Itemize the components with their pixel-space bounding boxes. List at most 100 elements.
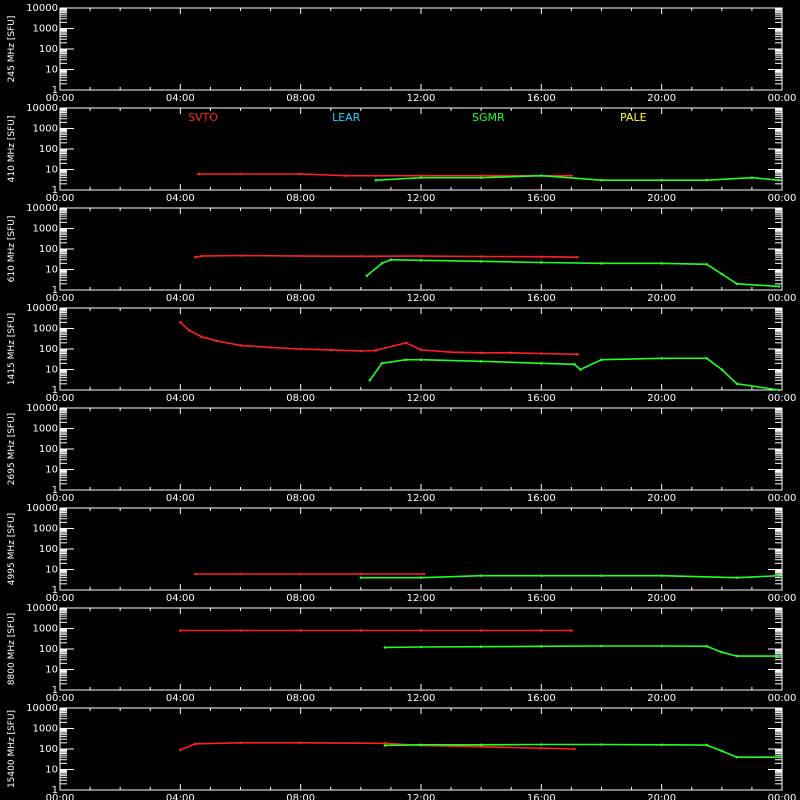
data-point-svto xyxy=(299,629,302,632)
data-point-svto xyxy=(239,741,242,745)
y-tick-label: 10 xyxy=(45,65,58,76)
panel-2: 10000 1000 100 10 1 610 MHz [SFU] 00:00 04:00 08… xyxy=(7,203,796,304)
data-point-svto xyxy=(200,254,203,258)
data-point-sgmr xyxy=(419,576,423,579)
x-tick-label: 12:00 xyxy=(407,793,436,800)
x-tick-label: 12:00 xyxy=(407,693,436,704)
x-tick-label: 04:00 xyxy=(166,493,195,504)
x-tick-label: 16:00 xyxy=(527,93,556,104)
x-tick-label: 00:00 xyxy=(768,793,797,800)
data-point-svto xyxy=(359,255,363,258)
data-point-sgmr xyxy=(540,574,543,577)
data-point-sgmr xyxy=(705,645,709,648)
data-point-sgmr xyxy=(750,176,754,179)
y-tick-label: 1 xyxy=(52,685,58,696)
x-tick-label: 00:00 xyxy=(46,293,75,304)
data-point-svto xyxy=(540,255,543,259)
data-point-sgmr xyxy=(735,282,739,286)
x-tick-label: 20:00 xyxy=(647,93,676,104)
data-point-sgmr xyxy=(380,362,384,365)
data-point-sgmr xyxy=(720,650,724,654)
data-point-sgmr xyxy=(720,272,724,276)
y-tick-label: 10000 xyxy=(26,303,58,314)
panel-4: 10000 1000 100 10 1 2695 MHz [SFU] 00:00 04:00 0… xyxy=(7,403,796,504)
data-point-svto xyxy=(374,174,378,177)
data-point-sgmr xyxy=(419,743,423,747)
panel-frame xyxy=(59,7,783,91)
data-point-svto xyxy=(540,746,543,750)
data-point-svto xyxy=(479,174,483,177)
data-point-sgmr xyxy=(600,644,603,648)
y-axis-label: 1415 MHz [SFU] xyxy=(7,313,17,385)
y-tick-label: 10000 xyxy=(26,203,58,214)
panel-7: 10000 1000 100 10 1 15400 MHz [SFU] 00:00 04:00… xyxy=(7,703,796,800)
y-axis-label: 410 MHz [SFU] xyxy=(7,116,17,183)
data-point-sgmr xyxy=(705,357,709,360)
data-point-sgmr xyxy=(573,362,576,366)
data-point-svto xyxy=(215,339,218,343)
y-tick-label: 100 xyxy=(39,244,58,255)
data-point-sgmr xyxy=(479,743,483,747)
x-tick-label: 00:00 xyxy=(768,193,797,204)
y-tick-label: 10000 xyxy=(26,503,58,514)
y-tick-label: 1000 xyxy=(33,24,58,35)
y-tick-label: 100 xyxy=(39,644,58,655)
x-tick-label: 00:00 xyxy=(46,593,75,604)
x-tick-label: 00:00 xyxy=(46,493,75,504)
series-line-sgmr xyxy=(366,258,780,288)
data-point-svto xyxy=(419,629,423,632)
x-tick-label: 20:00 xyxy=(647,493,676,504)
x-tick-label: 20:00 xyxy=(647,193,676,204)
data-point-sgmr xyxy=(705,743,709,747)
x-tick-label: 00:00 xyxy=(768,493,797,504)
y-tick-label: 10 xyxy=(45,765,58,776)
x-tick-label: 08:00 xyxy=(286,793,315,800)
x-tick-label: 04:00 xyxy=(166,793,195,800)
x-tick-label: 08:00 xyxy=(286,93,315,104)
x-tick-label: 12:00 xyxy=(407,593,436,604)
y-tick-label: 1 xyxy=(52,285,58,296)
y-tick-label: 100 xyxy=(39,144,58,155)
y-axis-label: 4995 MHz [SFU] xyxy=(7,513,17,585)
data-point-sgmr xyxy=(389,258,393,262)
data-point-sgmr xyxy=(383,744,387,747)
x-tick-label: 04:00 xyxy=(166,193,195,204)
x-tick-label: 12:00 xyxy=(407,393,436,404)
panel-6: 10000 1000 100 10 1 8800 MHz [SFU] 00:00 04:00 0… xyxy=(7,603,796,704)
data-point-svto xyxy=(573,747,576,751)
x-tick-label: 08:00 xyxy=(286,393,315,404)
data-point-svto xyxy=(540,629,543,632)
data-point-svto xyxy=(197,172,200,176)
data-point-sgmr xyxy=(479,360,483,363)
data-point-sgmr xyxy=(600,743,603,746)
data-point-sgmr xyxy=(540,174,543,177)
y-tick-label: 1000 xyxy=(33,424,58,435)
y-tick-label: 1000 xyxy=(33,524,58,535)
y-tick-label: 10 xyxy=(45,365,58,376)
data-point-svto xyxy=(194,255,197,259)
data-point-svto xyxy=(419,254,423,258)
legend-entry-pale: PALE xyxy=(620,111,647,124)
panel-frame xyxy=(59,407,783,491)
y-axis-label: 2695 MHz [SFU] xyxy=(7,413,17,485)
y-tick-label: 1 xyxy=(52,185,58,196)
x-tick-label: 04:00 xyxy=(166,93,195,104)
data-point-sgmr xyxy=(540,645,543,648)
x-tick-label: 00:00 xyxy=(768,593,797,604)
data-point-svto xyxy=(479,255,483,258)
y-tick-label: 100 xyxy=(39,544,58,555)
data-point-svto xyxy=(479,745,483,748)
data-point-sgmr xyxy=(777,285,781,288)
x-tick-label: 12:00 xyxy=(407,93,436,104)
data-point-sgmr xyxy=(735,654,739,658)
x-tick-label: 20:00 xyxy=(647,293,676,304)
data-point-sgmr xyxy=(600,178,603,182)
y-tick-label: 1 xyxy=(52,785,58,796)
data-point-svto xyxy=(344,174,348,177)
data-point-sgmr xyxy=(374,178,378,182)
data-point-sgmr xyxy=(383,646,387,649)
data-point-sgmr xyxy=(419,358,423,362)
data-point-sgmr xyxy=(705,178,709,182)
y-axis-label: 8800 MHz [SFU] xyxy=(7,613,17,685)
